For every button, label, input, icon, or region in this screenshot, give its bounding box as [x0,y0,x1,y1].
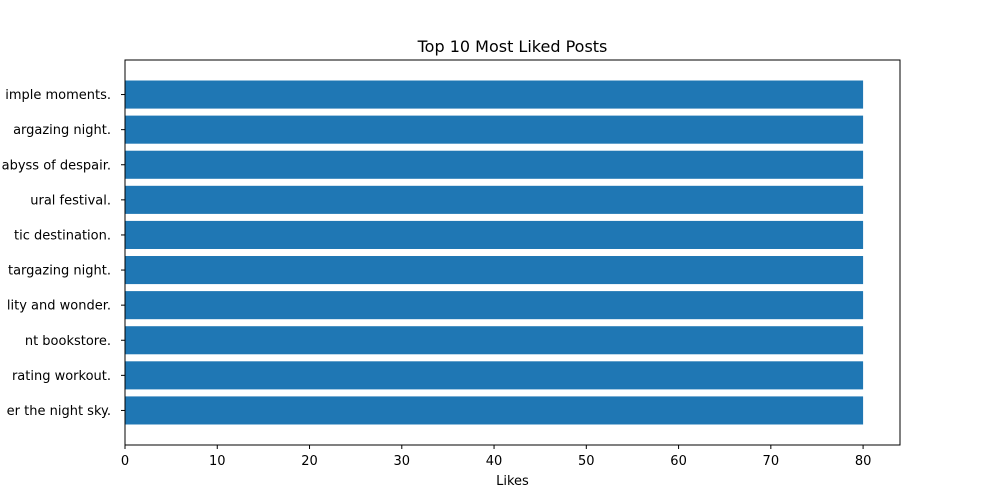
bar [125,326,864,355]
bar [125,396,864,425]
bar [125,291,864,320]
y-tick-label: abyss of despair. [2,158,111,173]
y-tick-label: rating workout. [12,369,111,384]
bar [125,80,864,109]
y-tick-label: er the night sky. [7,404,111,419]
bar [125,115,864,144]
y-tick-label: argazing night. [13,123,111,138]
x-axis-label: Likes [496,474,529,489]
bar [125,185,864,214]
x-tick-label: 70 [763,454,780,469]
bars-group [125,80,864,425]
x-tick-label: 60 [670,454,687,469]
x-tick-label: 40 [486,454,503,469]
y-tick-label: nt bookstore. [25,334,111,349]
bar [125,256,864,285]
y-tick-label: tic destination. [14,228,111,243]
bar [125,220,864,249]
y-tick-label: imple moments. [5,88,111,103]
bar [125,361,864,390]
x-tick-label: 80 [855,454,872,469]
chart-title: Top 10 Most Liked Posts [417,37,608,56]
plot-frame [124,59,901,446]
y-axis-ticks: er the night sky. rating workout. nt books… [2,88,125,419]
x-tick-label: 20 [301,454,318,469]
y-tick-label: lity and wonder. [7,299,111,314]
x-axis-ticks: 0 10 20 30 40 50 60 70 80 [121,445,872,469]
x-tick-label: 0 [121,454,129,469]
x-tick-label: 50 [578,454,595,469]
x-tick-label: 30 [394,454,411,469]
x-tick-label: 10 [209,454,226,469]
bar [125,150,864,179]
y-tick-label: ural festival. [30,193,111,208]
y-tick-label: targazing night. [8,264,111,279]
